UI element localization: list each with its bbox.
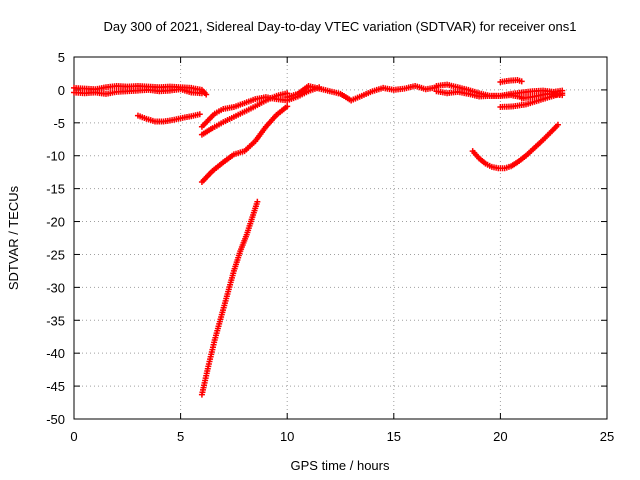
y-axis-label: SDTVAR / TECUs [6, 185, 21, 290]
series-13 [518, 90, 566, 102]
data-point [559, 92, 566, 99]
data-point [203, 91, 210, 98]
chart-title: Day 300 of 2021, Sidereal Day-to-day VTE… [103, 19, 576, 34]
series-8 [284, 82, 440, 104]
x-tick-label: 0 [70, 429, 77, 444]
x-tick-label: 25 [600, 429, 614, 444]
series-2 [71, 86, 205, 97]
series-6 [198, 103, 291, 186]
series-5 [198, 90, 291, 138]
data-point [254, 198, 261, 205]
y-tick-label: 5 [58, 50, 65, 65]
y-tick-label: -50 [46, 412, 65, 427]
tick-labels: 0 5 10 15 20 25 5 0 -5 -10 -15 -20 -25 -30 -35 -40 -45 -5… [46, 50, 614, 444]
data-point [198, 90, 205, 97]
x-tick-label: 20 [493, 429, 507, 444]
y-tick-label: 0 [58, 83, 65, 98]
y-tick-label: -20 [46, 215, 65, 230]
y-tick-label: -25 [46, 247, 65, 262]
data-point [196, 111, 203, 118]
plot-frame [73, 56, 608, 420]
y-tick-label: -35 [46, 313, 65, 328]
y-tick-label: -15 [46, 182, 65, 197]
series-3 [134, 111, 203, 125]
y-tick-label: -10 [46, 149, 65, 164]
y-tick-label: -45 [46, 379, 65, 394]
y-tick-label: -30 [46, 280, 65, 295]
series-7 [198, 198, 261, 398]
x-axis-label: GPS time / hours [291, 458, 390, 473]
grid-lines [74, 57, 607, 419]
y-tick-label: -5 [53, 116, 65, 131]
data-series [71, 77, 566, 398]
y-tick-label: -40 [46, 346, 65, 361]
series-14 [469, 121, 561, 172]
data-point [554, 121, 561, 128]
x-tick-label: 15 [387, 429, 401, 444]
x-tick-label: 5 [177, 429, 184, 444]
data-point [284, 103, 291, 110]
axis-ticks [73, 56, 608, 420]
data-point [518, 78, 525, 85]
series-10 [433, 81, 525, 101]
series-11 [497, 77, 525, 86]
x-tick-label: 10 [280, 429, 294, 444]
